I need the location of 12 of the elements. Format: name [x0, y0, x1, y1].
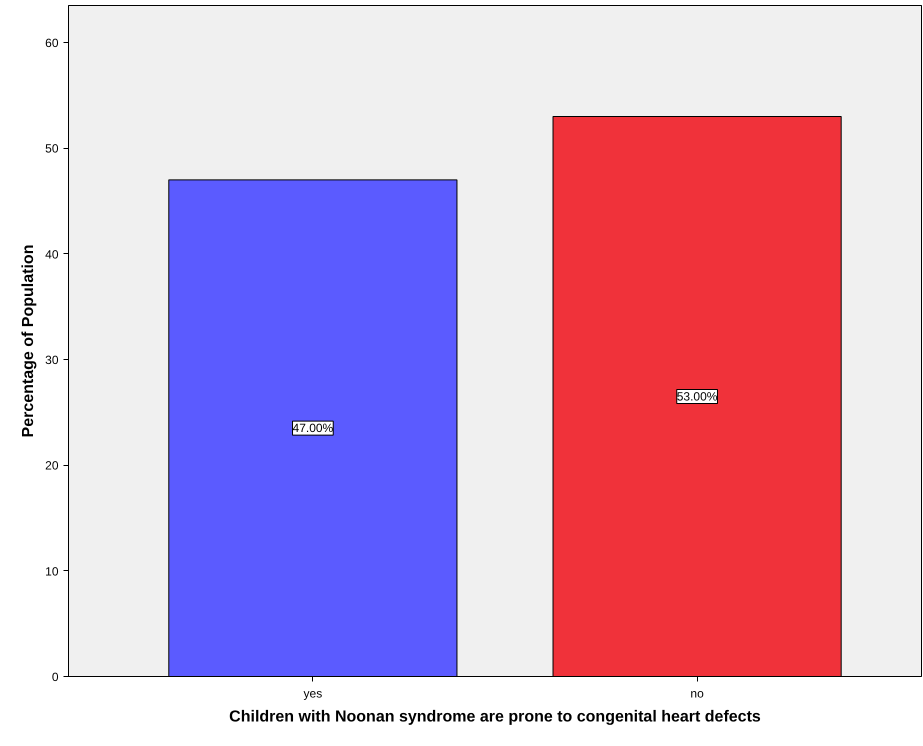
y-axis-title: Percentage of Population — [20, 244, 38, 438]
y-tick-label: 50 — [45, 142, 59, 156]
y-tick-label: 20 — [45, 458, 59, 473]
y-tick-label: 10 — [45, 564, 59, 578]
y-tick-label: 60 — [45, 36, 59, 50]
x-tick-label: no — [690, 686, 704, 700]
x-tick-label: yes — [304, 686, 322, 700]
y-tick-label: 0 — [52, 670, 59, 684]
x-axis-title: Children with Noonan syndrome are prone to congenital heart defects — [229, 708, 761, 726]
y-tick-label: 40 — [45, 247, 59, 262]
data-label: 53.00% — [676, 389, 718, 404]
y-tick-label: 30 — [45, 352, 59, 367]
